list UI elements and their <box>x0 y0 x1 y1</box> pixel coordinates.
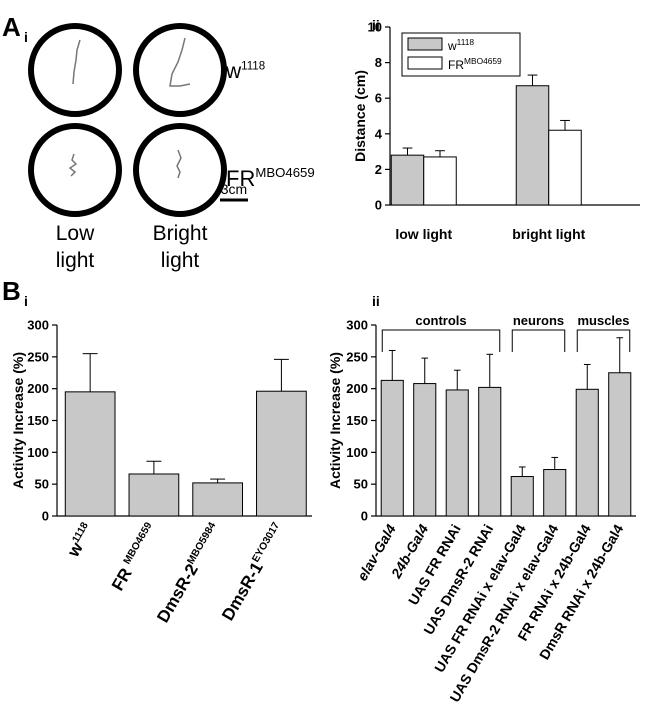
x-tick-label: FR MBO4659 <box>108 520 162 594</box>
panel-label: i <box>24 293 28 309</box>
walking-traces <box>68 37 191 179</box>
y-tick-label: 250 <box>27 349 49 364</box>
genotype-label: FRMBO4659 <box>226 165 315 191</box>
trace <box>176 149 182 179</box>
trace <box>72 39 81 85</box>
arena <box>28 23 122 117</box>
bar <box>515 85 550 206</box>
y-tick-label: 0 <box>361 509 368 524</box>
bar <box>128 473 180 517</box>
x-tick-label: low light <box>395 226 452 242</box>
y-tick-label: 0 <box>42 509 49 524</box>
y-tick-label: 100 <box>346 445 368 460</box>
trace <box>169 37 191 87</box>
genotype-label-base: FR <box>226 166 255 191</box>
bar <box>543 469 567 517</box>
bar <box>445 389 469 517</box>
y-tick-label: 200 <box>346 381 368 396</box>
x-tick-label-sup: 1118 <box>71 520 91 544</box>
legend-label-base: FR <box>448 58 464 72</box>
bar <box>548 129 582 206</box>
x-tick-label: bright light <box>512 226 585 242</box>
y-axis-label: Activity Increase (%) <box>10 352 26 489</box>
bar <box>64 391 116 517</box>
y-tick-label: 100 <box>27 445 49 460</box>
group-label: neurons <box>513 313 564 328</box>
legend-label: FRMBO4659 <box>448 56 502 72</box>
y-tick-label: 6 <box>375 91 382 106</box>
bar <box>413 383 437 517</box>
y-tick-label: 200 <box>27 381 49 396</box>
panel-label: ii <box>372 17 380 33</box>
group-label: muscles <box>577 313 629 328</box>
y-tick-label: 250 <box>346 349 368 364</box>
x-tick-label: DmsR-1EYO3017 <box>218 520 289 624</box>
x-tick-label: DmsR-2MBO5984 <box>153 520 225 626</box>
bar <box>380 379 404 517</box>
x-tick-label-sup: MBO4659 <box>122 520 155 566</box>
y-tick-label: 150 <box>346 413 368 428</box>
group-bracket <box>381 329 501 352</box>
bar <box>510 476 534 517</box>
genotype-label-base: w <box>225 60 242 83</box>
panel-label: A <box>2 12 21 42</box>
legend-label-sup: 1118 <box>457 37 475 47</box>
genotype-label-sup: 1118 <box>241 61 265 73</box>
genotype-label: w1118 <box>225 60 265 83</box>
x-tick-label: w1118 <box>63 520 98 561</box>
arena-images <box>28 23 227 217</box>
x-tick-label-sup: MBO5984 <box>186 520 219 566</box>
y-tick-label: 0 <box>375 198 382 213</box>
scale-bar-label: 3cm <box>221 181 247 197</box>
panel-label: B <box>2 276 21 306</box>
legend-swatch <box>407 56 443 70</box>
bar <box>423 156 457 206</box>
x-tick-label-base: DmsR-2 <box>153 561 202 626</box>
bar <box>192 482 244 517</box>
condition-label: light <box>56 249 95 272</box>
group-bracket <box>511 329 566 352</box>
arena <box>28 123 122 217</box>
group-label: controls <box>415 313 466 328</box>
legend-swatch <box>407 37 443 51</box>
y-tick-label: 150 <box>27 413 49 428</box>
trace <box>68 153 78 177</box>
y-tick-label: 50 <box>354 477 368 492</box>
group-bracket <box>576 329 631 352</box>
y-tick-label: 4 <box>375 126 383 141</box>
bar <box>390 154 425 206</box>
y-axis-label: Distance (cm) <box>352 70 368 162</box>
genotype-label-sup: MBO4659 <box>255 165 314 180</box>
y-axis-label: Activity Increase (%) <box>327 352 343 489</box>
x-tick-label-base: DmsR-1 <box>218 559 267 624</box>
bar <box>608 372 632 517</box>
panel-label: ii <box>372 293 380 309</box>
legend-label-sup: MBO4659 <box>464 56 502 66</box>
legend-label: w1118 <box>447 37 474 53</box>
arena <box>133 23 227 117</box>
panel-label: i <box>24 29 28 45</box>
y-tick-label: 300 <box>27 318 49 333</box>
x-tick-label-sup: EYO3017 <box>250 520 282 564</box>
y-tick-label: 300 <box>346 318 368 333</box>
arena <box>133 123 227 217</box>
condition-label: light <box>161 249 200 272</box>
bar <box>256 390 307 517</box>
y-tick-label: 8 <box>375 55 382 70</box>
legend-label-base: w <box>447 39 457 53</box>
x-tick-label-base: FR <box>108 561 138 594</box>
condition-label: Low <box>56 222 95 245</box>
y-tick-label: 50 <box>35 477 49 492</box>
bar <box>575 388 599 517</box>
y-tick-label: 2 <box>375 162 382 177</box>
y-tick-label: 10 <box>368 20 382 35</box>
condition-label: Bright <box>153 222 208 245</box>
bar <box>478 386 502 517</box>
